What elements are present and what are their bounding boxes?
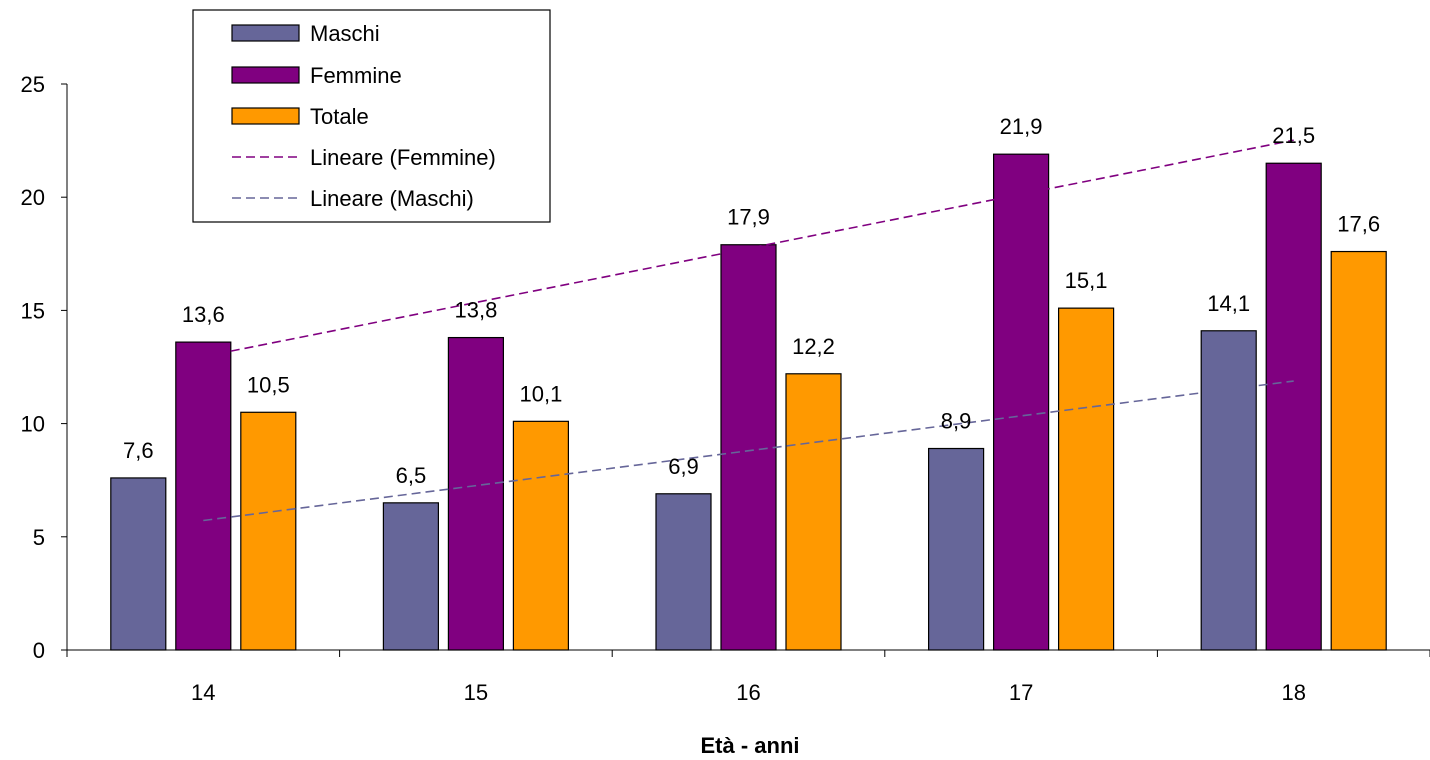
x-tick-label: 17 xyxy=(1009,680,1033,705)
x-tick-label: 16 xyxy=(736,680,760,705)
bar-totale-18 xyxy=(1330,250,1387,651)
bar-maschi-16 xyxy=(655,493,712,651)
data-label: 6,5 xyxy=(396,463,427,488)
bar-femmine-14 xyxy=(175,341,232,651)
y-tick-label: 10 xyxy=(21,412,45,437)
legend-label: Femmine xyxy=(310,63,402,88)
bar-femmine-18 xyxy=(1265,162,1322,651)
data-label: 17,9 xyxy=(727,205,770,230)
y-tick-label: 25 xyxy=(21,72,45,97)
y-tick-label: 15 xyxy=(21,298,45,323)
bars xyxy=(110,153,1387,651)
legend-label: Totale xyxy=(310,104,369,129)
legend: Maschi Femmine Totale Lineare (Femmine) Line… xyxy=(192,9,551,223)
y-tick-label: 0 xyxy=(33,638,45,663)
data-label: 14,1 xyxy=(1207,291,1250,316)
data-label: 13,6 xyxy=(182,302,225,327)
bar-femmine-16 xyxy=(720,244,777,651)
bar-totale-15 xyxy=(512,420,570,651)
data-label: 7,6 xyxy=(123,438,154,463)
bar-femmine-15 xyxy=(447,336,504,651)
legend-swatch xyxy=(231,107,300,125)
data-label: 15,1 xyxy=(1065,268,1108,293)
y-tick-label: 5 xyxy=(33,525,45,550)
legend-swatch xyxy=(231,24,300,42)
legend-label: Maschi xyxy=(310,21,380,46)
bar-totale-14 xyxy=(240,411,297,651)
bar-maschi-17 xyxy=(927,447,985,651)
data-label: 12,2 xyxy=(792,334,835,359)
legend-label: Lineare (Maschi) xyxy=(310,186,474,211)
bar-maschi-15 xyxy=(382,502,439,651)
y-tick-label: 20 xyxy=(21,185,45,210)
trendline-femmine xyxy=(203,139,1294,358)
data-label: 13,8 xyxy=(454,298,497,323)
x-tick-label: 15 xyxy=(464,680,488,705)
bar-maschi-18 xyxy=(1200,330,1257,651)
x-tick-label: 18 xyxy=(1281,680,1305,705)
data-label: 21,5 xyxy=(1272,123,1315,148)
trendline-maschi xyxy=(203,380,1294,522)
data-label: 10,1 xyxy=(519,381,562,406)
trend-lines xyxy=(203,139,1294,522)
bar-maschi-14 xyxy=(110,477,167,651)
data-label: 21,9 xyxy=(1000,114,1043,139)
bar-totale-17 xyxy=(1057,307,1115,651)
data-label: 17,6 xyxy=(1337,212,1380,237)
legend-label: Lineare (Femmine) xyxy=(310,145,496,170)
data-labels: 7,6 6,5 6,9 8,9 14,1 13,6 13,8 17,9 21,9 21,5 10,5… xyxy=(123,114,1380,488)
bar-femmine-17 xyxy=(992,153,1050,651)
bar-totale-16 xyxy=(785,373,842,651)
x-tick-label: 14 xyxy=(191,680,215,705)
data-label: 8,9 xyxy=(941,409,972,434)
data-label: 10,5 xyxy=(247,372,290,397)
x-axis-title: Età - anni xyxy=(700,733,799,758)
legend-swatch xyxy=(231,66,300,84)
data-label: 6,9 xyxy=(668,454,699,479)
